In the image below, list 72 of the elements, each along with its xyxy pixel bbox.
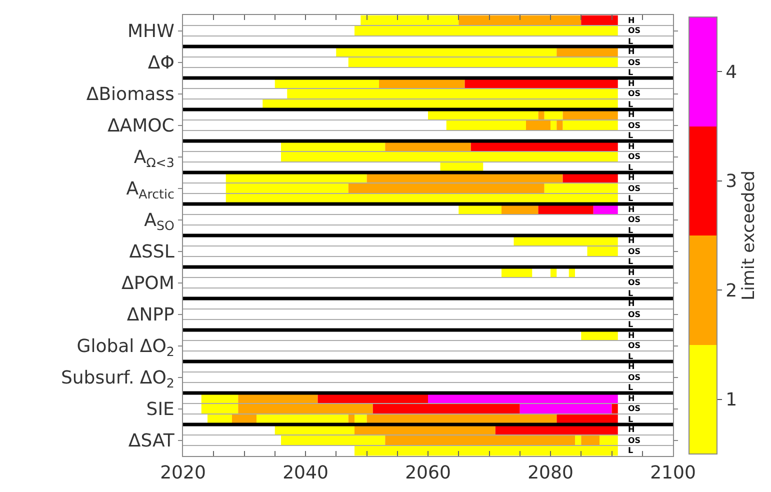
text: ΔAMOC bbox=[107, 116, 174, 137]
y-tick-label: L bbox=[628, 194, 634, 203]
text: ΔBiomass bbox=[86, 84, 174, 106]
y-tick-label: OS bbox=[628, 215, 641, 224]
y-tick-label: H bbox=[628, 394, 635, 403]
text: SIE bbox=[146, 399, 174, 420]
y-tick-label: L bbox=[628, 320, 634, 329]
y-tick-label: OS bbox=[628, 26, 641, 35]
y-tick-label: H bbox=[628, 236, 635, 245]
text: A$_{Arctic}$ bbox=[126, 178, 174, 202]
color-bar-label: 2 bbox=[726, 280, 738, 302]
text: MHW bbox=[128, 21, 175, 42]
y-tick-label: H bbox=[628, 299, 635, 308]
y-tick-label: L bbox=[628, 415, 634, 424]
y-tick-label: H bbox=[628, 110, 635, 119]
bar bbox=[581, 435, 600, 446]
y-tick-label: H bbox=[628, 173, 635, 182]
y-tick-label: L bbox=[628, 226, 634, 235]
y-tick-label: L bbox=[628, 352, 634, 361]
y-tick-label: OS bbox=[628, 58, 641, 67]
y-tick-label: OS bbox=[628, 436, 641, 445]
color-bar-label: 4 bbox=[726, 62, 738, 83]
y-tick-label: H bbox=[628, 205, 635, 214]
text: ΔSSL bbox=[129, 242, 174, 263]
x-tick-label: 2100 bbox=[650, 462, 696, 484]
y-tick-label: OS bbox=[628, 310, 641, 319]
y-tick-label: OS bbox=[628, 121, 641, 130]
color-bar-label: 3 bbox=[726, 171, 738, 192]
x-tick-label: 2040 bbox=[282, 462, 328, 484]
y-tick-label: OS bbox=[628, 247, 641, 256]
y-tick-label: OS bbox=[628, 184, 641, 193]
y-tick-label: H bbox=[628, 16, 635, 25]
y-tick-label: H bbox=[628, 142, 635, 151]
text: A$_{SO}$ bbox=[144, 210, 174, 233]
text: ΔNPP bbox=[126, 304, 175, 326]
text: A$_{Ω<3}$ bbox=[134, 147, 174, 170]
bar bbox=[458, 15, 582, 26]
y-tick-label: L bbox=[628, 163, 634, 172]
y-tick-label: H bbox=[628, 79, 635, 88]
y-tick-label: H bbox=[628, 331, 635, 340]
color-bar-label: 1 bbox=[726, 390, 738, 411]
text: Subsurf. ΔO$_{2}$ bbox=[60, 368, 174, 390]
y-tick-label: L bbox=[628, 289, 634, 298]
y-tick-label: L bbox=[628, 257, 634, 266]
y-tick-label: H bbox=[628, 425, 635, 434]
text: Global ΔO$_{2}$ bbox=[76, 336, 174, 359]
x-tick-label: 2020 bbox=[160, 462, 206, 484]
bar bbox=[562, 120, 618, 130]
y-tick-label: H bbox=[628, 268, 635, 277]
y-tick-label: L bbox=[628, 37, 634, 46]
text: ΔΦ bbox=[148, 52, 174, 74]
y-tick-label: OS bbox=[628, 89, 641, 98]
y-tick-label: OS bbox=[628, 152, 641, 161]
x-tick-label: 2060 bbox=[405, 462, 451, 484]
bar bbox=[556, 120, 563, 130]
bar bbox=[354, 414, 367, 424]
y-tick-label: L bbox=[628, 100, 634, 109]
text: ΔSAT bbox=[128, 430, 176, 452]
y-tick-label: H bbox=[628, 362, 635, 371]
y-tick-label: L bbox=[628, 383, 634, 392]
y-tick-label: OS bbox=[628, 278, 641, 287]
bar bbox=[581, 15, 618, 26]
y-tick-label: H bbox=[628, 47, 635, 56]
y-tick-label: L bbox=[628, 446, 634, 455]
y-tick-label: L bbox=[628, 68, 634, 77]
text: ΔPOM bbox=[122, 273, 174, 294]
y-tick-label: OS bbox=[628, 373, 641, 382]
y-tick-label: L bbox=[628, 131, 634, 140]
y-tick-label: OS bbox=[628, 341, 641, 350]
color-bar-title: Limit exceeded bbox=[739, 170, 760, 300]
x-tick-label: 2080 bbox=[528, 462, 574, 484]
y-tick-label: OS bbox=[628, 404, 641, 413]
